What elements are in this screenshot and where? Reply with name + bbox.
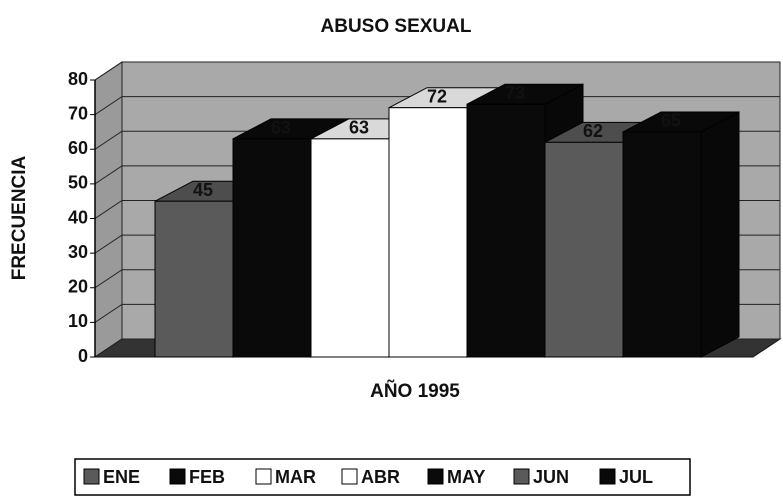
bar (388, 107, 468, 358)
legend-label: MAR (275, 467, 316, 487)
bar-side (700, 111, 740, 358)
bar (622, 131, 702, 358)
data-label: 72 (427, 86, 447, 106)
bar (310, 138, 390, 358)
chart-title: ABUSO SEXUAL (321, 16, 472, 37)
bar (544, 141, 624, 358)
legend-swatch (599, 468, 616, 485)
legend-label: JUN (533, 467, 569, 487)
legend-label: ABR (361, 467, 400, 487)
y-tick-label: 50 (68, 173, 88, 193)
y-axis-label: FRECUENCIA (9, 155, 30, 280)
y-tick-label: 40 (68, 207, 88, 227)
data-label: 62 (583, 121, 603, 141)
bar (232, 138, 312, 358)
legend-label: JUL (619, 467, 653, 487)
legend-swatch (427, 468, 444, 485)
data-label: 63 (349, 118, 369, 138)
y-tick-label: 60 (68, 138, 88, 158)
legend-swatch (83, 468, 100, 485)
y-tick-label: 20 (68, 277, 88, 297)
bar (466, 103, 546, 358)
grid-line (94, 61, 780, 81)
legend-swatch (255, 468, 272, 485)
data-label: 63 (271, 118, 291, 138)
y-tick-label: 80 (68, 69, 88, 89)
data-label: 45 (193, 180, 213, 200)
data-label: 73 (505, 83, 525, 103)
x-axis-label: AÑO 1995 (370, 380, 460, 402)
legend-swatch (169, 468, 186, 485)
data-label: 65 (661, 111, 681, 131)
y-tick-label: 70 (68, 103, 88, 123)
y-tick-label: 0 (78, 346, 88, 366)
legend-label: ENE (103, 467, 140, 487)
legend-label: MAY (447, 467, 485, 487)
y-tick-label: 30 (68, 242, 88, 262)
legend-swatch (341, 468, 358, 485)
y-tick-label: 10 (68, 311, 88, 331)
bar (154, 200, 234, 358)
legend-swatch (513, 468, 530, 485)
legend-label: FEB (189, 467, 225, 487)
